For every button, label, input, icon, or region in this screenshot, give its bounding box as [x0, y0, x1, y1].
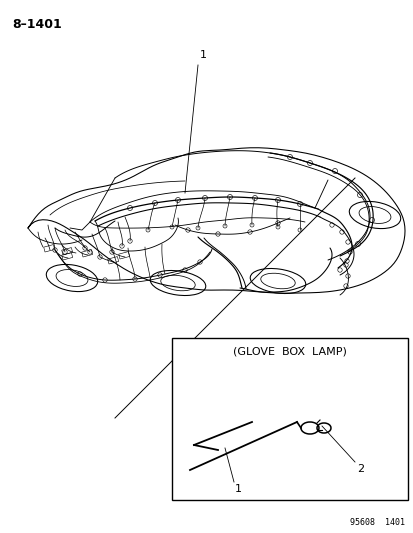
Text: (GLOVE  BOX  LAMP): (GLOVE BOX LAMP) [233, 346, 346, 356]
Bar [171, 338, 407, 500]
Bar [107, 256, 119, 264]
Text: 2: 2 [356, 464, 363, 474]
Text: 95608  1401: 95608 1401 [349, 518, 404, 527]
Bar [62, 248, 73, 255]
Text: 1: 1 [235, 484, 242, 494]
Bar [119, 252, 129, 259]
Text: 1: 1 [199, 50, 206, 60]
Bar [81, 249, 93, 257]
Text: 8–1401: 8–1401 [12, 18, 62, 31]
Bar [44, 245, 55, 252]
Bar [62, 253, 73, 260]
